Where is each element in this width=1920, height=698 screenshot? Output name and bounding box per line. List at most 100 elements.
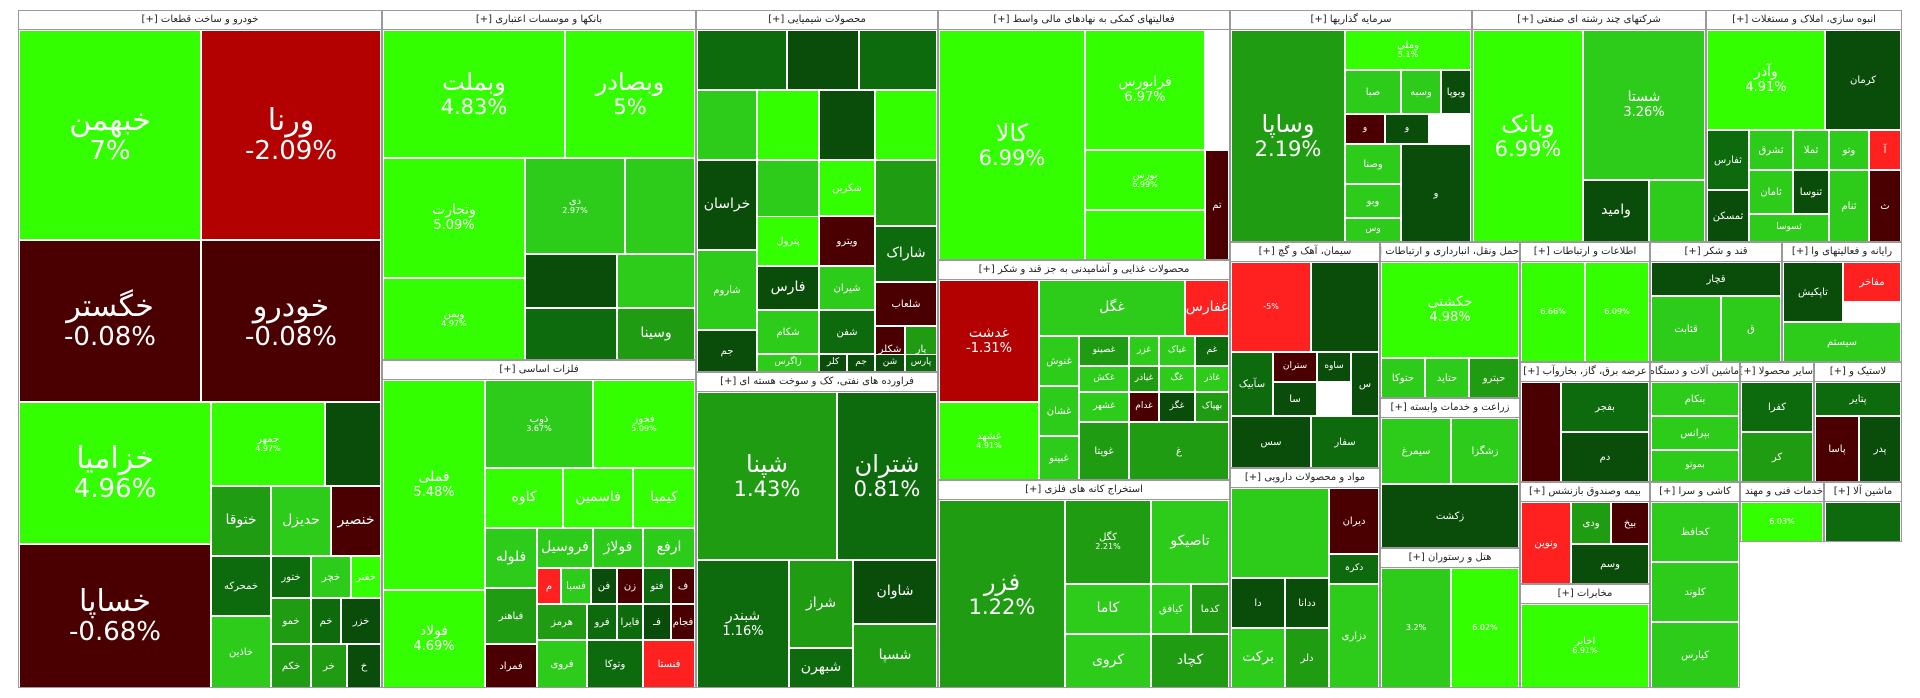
tile[interactable]: ودی (1571, 502, 1611, 544)
tile[interactable]: غگل (1039, 280, 1185, 336)
tile[interactable]: وامید (1583, 180, 1649, 241)
tile[interactable]: شسپا (853, 624, 937, 687)
tile[interactable]: خراسان (697, 160, 757, 250)
sector-header[interactable]: سیمان، آهک و گچ [+] (1231, 243, 1379, 262)
tile[interactable] (697, 90, 757, 160)
tile[interactable]: وملی 5.1% (1345, 30, 1471, 70)
tile[interactable]: غنوش (1039, 336, 1079, 386)
tile[interactable]: کدما (1191, 584, 1229, 634)
tile[interactable]: سآبیک (1231, 352, 1273, 416)
tile[interactable]: فملی 5.48% (383, 380, 485, 590)
tile[interactable] (1521, 382, 1561, 481)
tile[interactable]: فروسیل (537, 528, 593, 568)
tile[interactable]: و (1345, 114, 1385, 144)
tile[interactable] (1311, 262, 1379, 352)
tile[interactable]: غشهد 4.91% (939, 402, 1039, 479)
tile[interactable]: زشگزا (1451, 418, 1519, 484)
tile[interactable]: مفاخر (1843, 262, 1901, 302)
tile[interactable]: حتاید (1425, 358, 1469, 397)
tile[interactable]: شن (875, 354, 905, 371)
tile[interactable]: ثامان (1749, 170, 1793, 214)
tile[interactable]: سا (1273, 382, 1317, 416)
tile[interactable]: ارفع (643, 528, 695, 568)
tile[interactable]: فن (591, 568, 617, 604)
tile[interactable] (1825, 502, 1901, 541)
tile[interactable]: ددانا (1285, 578, 1329, 628)
tile[interactable]: قچار (1651, 262, 1781, 296)
tile[interactable]: دکرہ (1329, 554, 1379, 584)
tile[interactable]: غگ (1159, 366, 1195, 392)
tile[interactable]: وسبه (1401, 70, 1441, 114)
tile[interactable]: ف (671, 568, 695, 604)
tile[interactable]: غشهر (1079, 392, 1129, 422)
sector-header[interactable]: محصولات غذایی و آشامیدنی به جز قند و شکر… (939, 261, 1229, 280)
tile[interactable]: فـ (643, 604, 671, 640)
tile[interactable]: ثملا (1793, 130, 1829, 170)
tile[interactable]: سفار (1311, 416, 1379, 467)
tile[interactable]: وسینا (617, 308, 695, 359)
tile[interactable]: وبو (1345, 184, 1401, 218)
tile[interactable]: غفارس (1185, 280, 1229, 336)
tile[interactable]: ذوب 3.67% (485, 380, 593, 468)
tile[interactable]: جمهر 4.97% (211, 402, 325, 486)
tile[interactable]: آ (1869, 130, 1901, 170)
tile[interactable]: پتایر (1815, 382, 1901, 416)
tile[interactable] (1085, 210, 1205, 259)
tile[interactable]: فاسمین (563, 468, 633, 528)
sector-header[interactable]: بانکها و موسسات اعتباری [+] (383, 11, 695, 30)
tile[interactable]: فروی (537, 640, 587, 687)
sector-header[interactable]: ماشین آلا [+] (1825, 483, 1901, 502)
tile[interactable]: کیمیا (633, 468, 695, 528)
tile[interactable]: غشان (1039, 386, 1079, 436)
tile[interactable] (875, 90, 937, 160)
tile[interactable]: شبندر 1.16% (697, 560, 789, 687)
tile[interactable]: فلوله (485, 528, 537, 588)
tile[interactable]: کلر (819, 354, 847, 371)
tile[interactable]: فباهنر (485, 588, 537, 644)
tile[interactable]: غ (1129, 422, 1229, 479)
tile[interactable]: خزر (341, 598, 381, 644)
tile[interactable]: فسبا (561, 568, 591, 604)
tile[interactable]: کروی (1065, 634, 1151, 687)
tile[interactable]: صبا (1345, 70, 1401, 114)
tile[interactable]: پارس (905, 354, 937, 371)
tile[interactable]: ث (1869, 170, 1901, 241)
tile[interactable]: -5% (1231, 262, 1311, 352)
tile[interactable] (859, 30, 937, 90)
tile[interactable]: و (1385, 114, 1429, 144)
tile[interactable]: 6.66% (1521, 262, 1585, 361)
tile[interactable]: ستران (1273, 352, 1317, 382)
tile[interactable]: غدشت -1.31% (939, 280, 1039, 402)
tile[interactable]: شفن (819, 310, 875, 354)
tile[interactable]: وتجارت 5.09% (383, 158, 525, 278)
sector-header[interactable]: سرمایه گذاریها [+] (1231, 11, 1471, 30)
tile[interactable]: ثفارس (1707, 130, 1749, 190)
tile[interactable]: غویتا (1079, 422, 1129, 479)
tile[interactable]: بفجر (1561, 382, 1649, 432)
tile[interactable]: خگستر -0.08% (19, 240, 201, 402)
sector-header[interactable]: اطلاعات و ارتباطات [+] (1521, 243, 1649, 262)
sector-header[interactable]: بیمه وصندوق بازنشس [+] (1521, 483, 1649, 502)
tile[interactable]: س (1351, 352, 1379, 416)
tile[interactable]: وساپا 2.19% (1231, 30, 1345, 241)
tile[interactable]: غگز (1159, 392, 1195, 422)
tile[interactable] (697, 30, 787, 90)
tile[interactable]: شاوان (853, 560, 937, 624)
tile[interactable]: فجام (671, 604, 695, 640)
sector-header[interactable]: عرضه برق، گاز، بخاروآب [+] (1521, 363, 1649, 382)
tile[interactable]: کیافق (1151, 584, 1191, 634)
tile[interactable]: دلر (1285, 628, 1329, 687)
tile[interactable]: ثنوسا (1793, 170, 1829, 214)
tile[interactable]: خساپا -0.68% (19, 544, 211, 687)
tile[interactable]: بپرانس (1651, 416, 1739, 450)
tile[interactable]: کاوه (485, 468, 563, 528)
sector-header[interactable]: خودرو و ساخت قطعات [+] (19, 11, 381, 30)
tile[interactable]: وتو (1829, 130, 1869, 170)
tile[interactable]: ویترو (819, 216, 875, 266)
tile[interactable]: ق (1721, 296, 1781, 361)
tile[interactable] (525, 308, 617, 359)
tile[interactable]: وبانک 6.99% (1473, 30, 1583, 241)
tile[interactable] (875, 160, 937, 226)
tile[interactable]: غیاذر (1129, 366, 1159, 392)
tile[interactable]: حتوکا (1381, 358, 1425, 397)
